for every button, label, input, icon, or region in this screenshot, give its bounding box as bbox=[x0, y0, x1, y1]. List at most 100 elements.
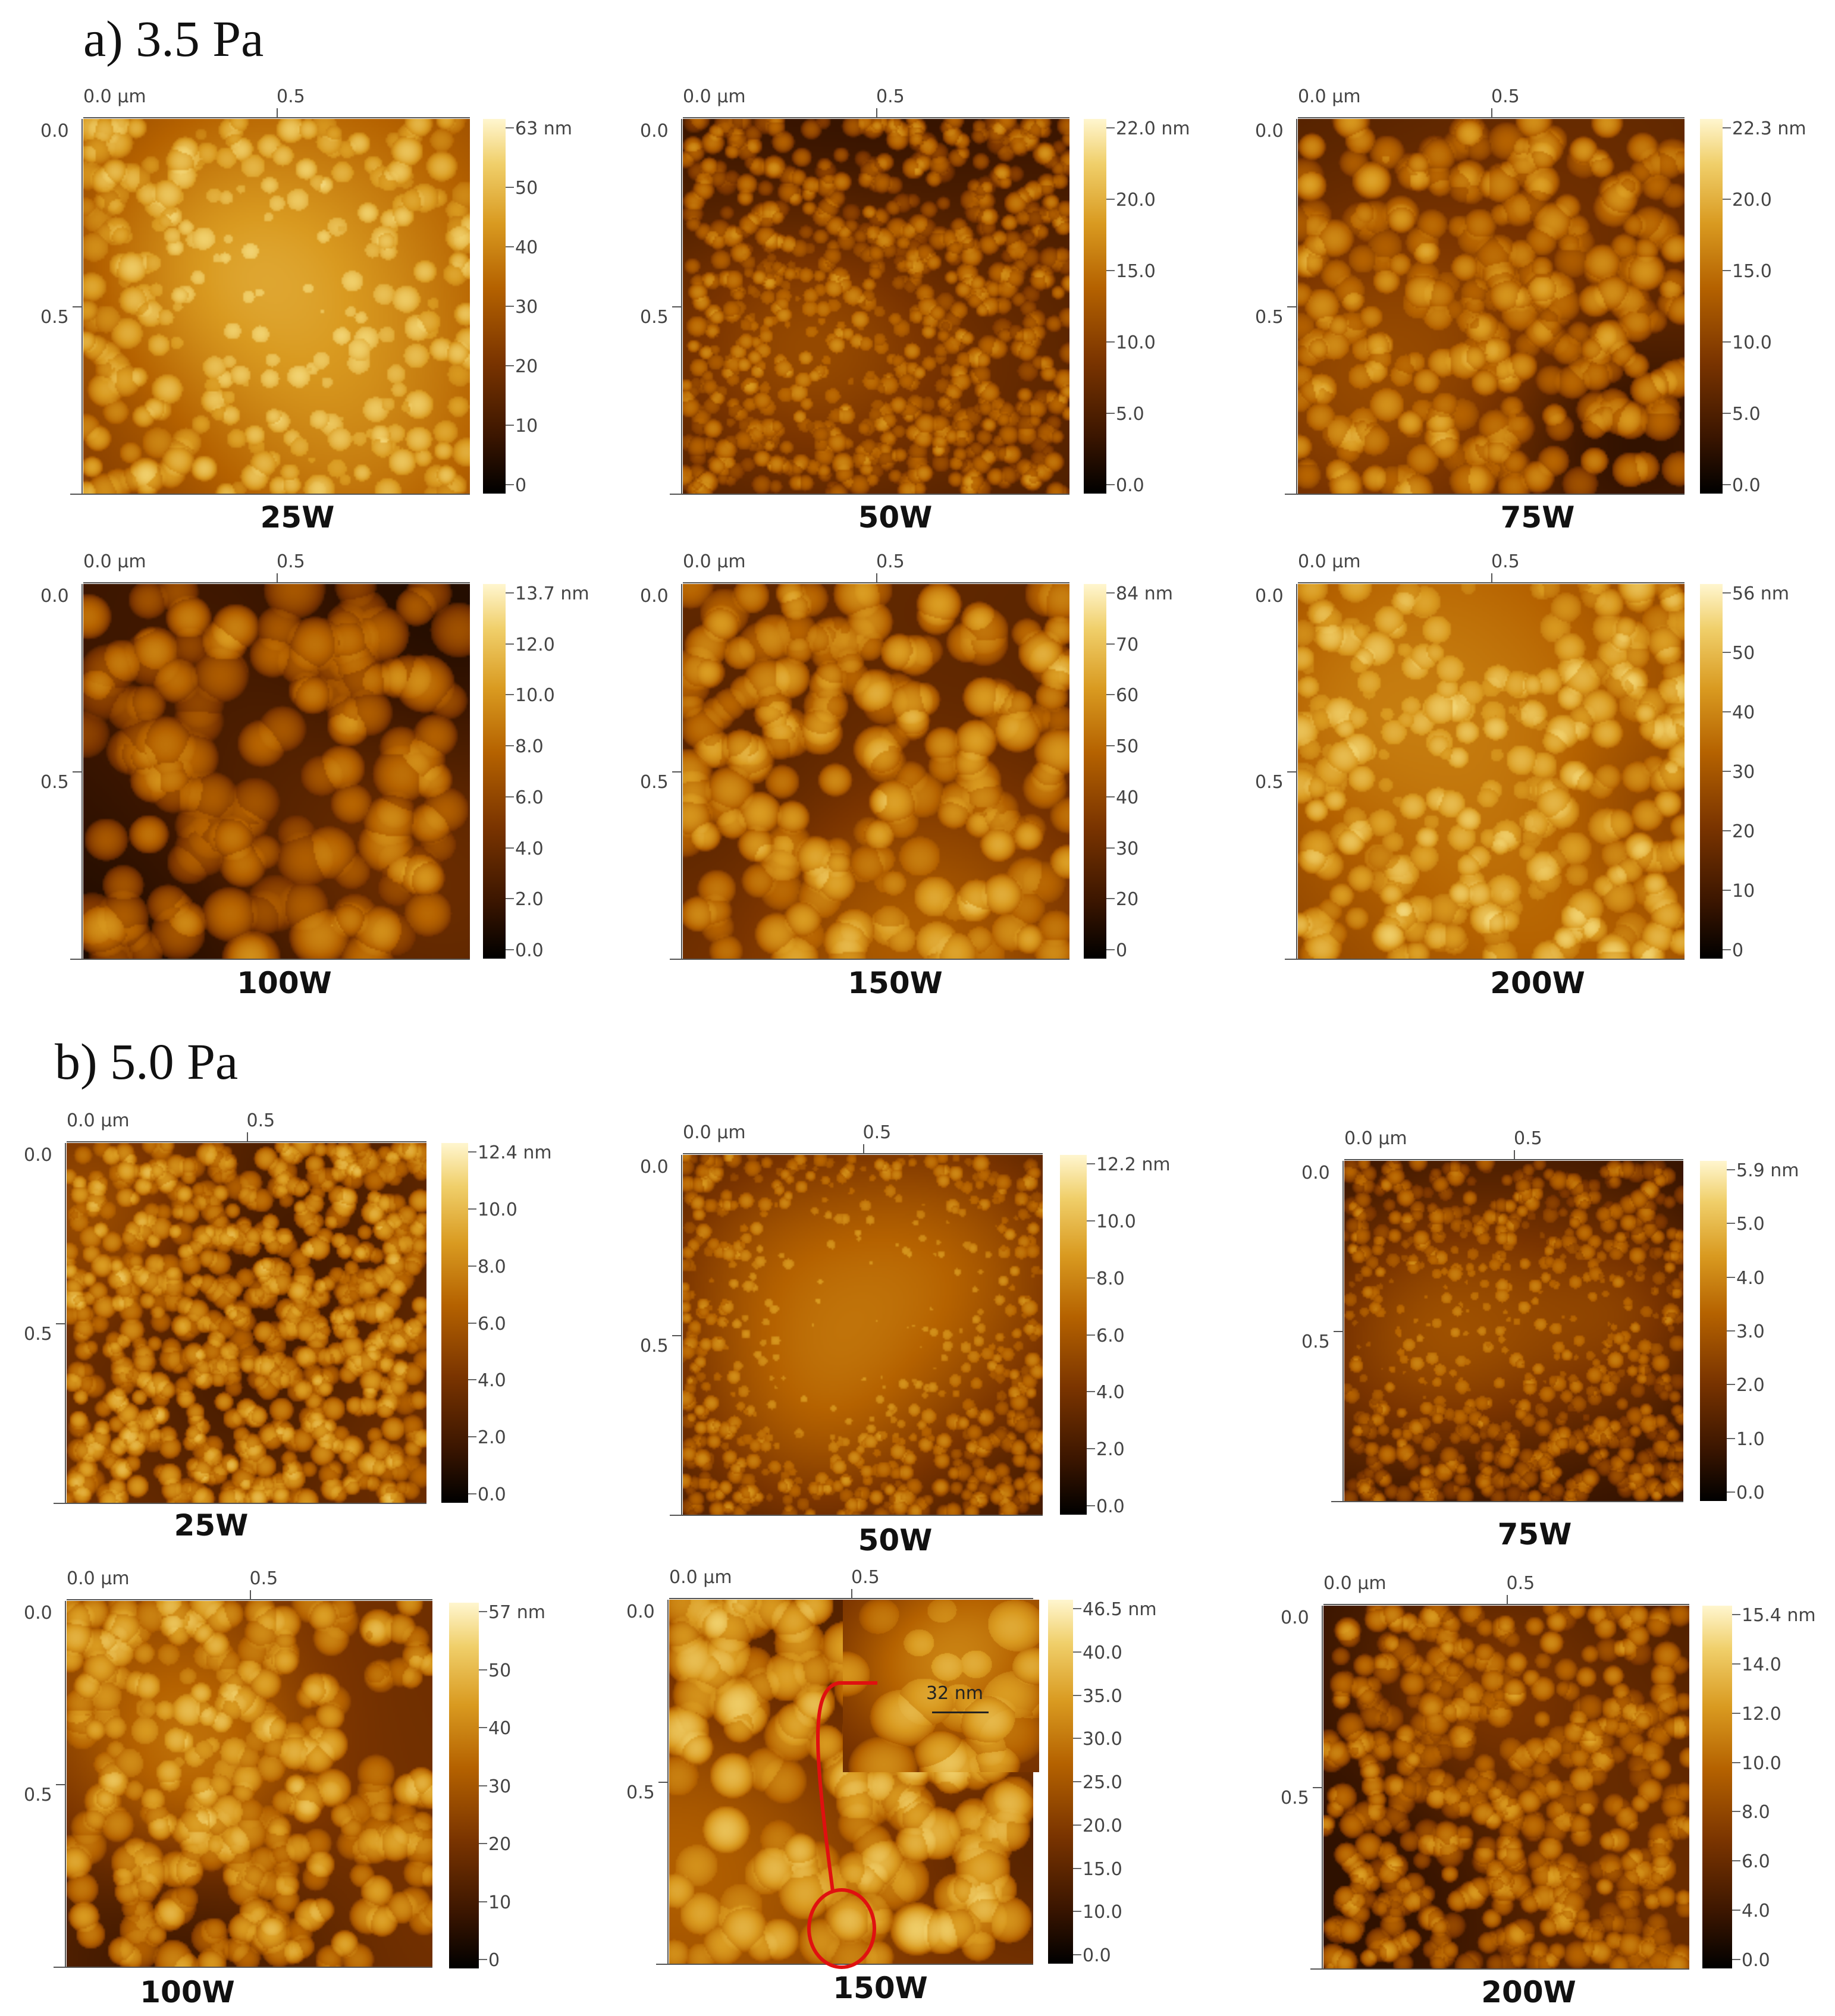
color-scale-tick bbox=[1087, 1391, 1095, 1393]
color-scale-tick bbox=[479, 1843, 487, 1844]
color-scale-bar bbox=[1702, 1606, 1732, 1968]
color-scale-tick bbox=[468, 1151, 476, 1153]
afm-texture bbox=[67, 1143, 426, 1503]
color-scale-label: 10.0 bbox=[1732, 332, 1772, 353]
color-scale-label: 4.0 bbox=[515, 838, 544, 859]
color-scale-bar bbox=[1700, 584, 1723, 959]
color-scale-tick bbox=[1106, 847, 1115, 849]
panel-caption: 50W bbox=[858, 1523, 933, 1557]
x-tick-label: 0.0 µm bbox=[83, 86, 146, 107]
color-scale-label: 10.0 bbox=[1096, 1211, 1136, 1232]
x-tick-label: 0.0 µm bbox=[67, 1110, 130, 1131]
color-scale-label: 30 bbox=[515, 297, 538, 318]
color-scale-tick bbox=[506, 949, 514, 950]
y-axis-line bbox=[1296, 119, 1297, 494]
color-scale-tick bbox=[506, 365, 514, 366]
x-axis-line bbox=[683, 582, 1069, 583]
color-scale-label: 50 bbox=[488, 1660, 512, 1681]
bottom-baseline bbox=[1285, 959, 1685, 960]
color-scale-tick bbox=[1727, 1437, 1735, 1439]
afm-texture bbox=[83, 584, 470, 959]
x-tick-mark bbox=[277, 573, 278, 583]
x-axis-line bbox=[67, 1599, 432, 1600]
y-tick-label: 0.5 bbox=[40, 772, 69, 793]
panel-caption: 150W bbox=[833, 1971, 928, 2005]
x-tick-mark bbox=[1506, 1595, 1508, 1604]
color-scale-tick bbox=[506, 425, 514, 426]
x-tick-label: 0.5 bbox=[1491, 551, 1520, 572]
x-tick-mark bbox=[1491, 573, 1492, 583]
section-a-title: a) 3.5 Pa bbox=[83, 10, 264, 67]
color-scale-tick bbox=[1723, 270, 1731, 271]
bottom-baseline bbox=[70, 494, 470, 495]
color-scale-label: 0 bbox=[488, 1950, 500, 1971]
x-tick-label: 0.5 bbox=[851, 1567, 880, 1588]
y-tick-label: 0.5 bbox=[640, 307, 669, 328]
color-scale-label: 10.0 bbox=[1116, 332, 1156, 353]
color-scale-tick bbox=[1106, 413, 1115, 414]
afm-texture bbox=[1298, 119, 1685, 494]
color-scale-label: 0.0 bbox=[1083, 1945, 1111, 1966]
x-tick-label: 0.0 µm bbox=[683, 86, 746, 107]
y-axis-line bbox=[1322, 1606, 1323, 1968]
y-axis-line bbox=[65, 1601, 66, 1967]
color-scale-label: 12.0 bbox=[1742, 1703, 1781, 1725]
color-scale-label: 0.0 bbox=[515, 940, 544, 961]
x-tick-label: 0.0 µm bbox=[683, 1122, 746, 1143]
color-scale-tick bbox=[1732, 1811, 1740, 1813]
color-scale-label: 5.9 nm bbox=[1736, 1160, 1799, 1181]
color-scale-tick bbox=[1732, 1959, 1740, 1960]
color-scale-tick bbox=[1723, 484, 1731, 485]
x-tick-label: 0.0 µm bbox=[1323, 1573, 1387, 1594]
color-scale-bar bbox=[483, 584, 506, 959]
color-scale-tick bbox=[1106, 341, 1115, 343]
color-scale-tick bbox=[506, 796, 514, 797]
color-scale-tick bbox=[1732, 1712, 1740, 1714]
afm-texture bbox=[83, 119, 470, 494]
color-scale-tick bbox=[1723, 592, 1731, 594]
color-scale-label: 15.4 nm bbox=[1742, 1605, 1816, 1626]
color-scale-bar bbox=[1700, 1161, 1727, 1501]
y-axis-line bbox=[1342, 1161, 1344, 1501]
color-scale-label: 30 bbox=[488, 1776, 512, 1797]
color-scale-label: 5.0 bbox=[1732, 404, 1761, 425]
y-tick-mark bbox=[1313, 1787, 1322, 1788]
color-scale-label: 0.0 bbox=[1096, 1496, 1125, 1517]
x-tick-mark bbox=[277, 108, 278, 118]
color-scale-label: 10.0 bbox=[478, 1199, 517, 1220]
y-axis-line bbox=[681, 584, 682, 959]
y-axis-line bbox=[667, 1600, 669, 1964]
color-scale-tick bbox=[1073, 1867, 1081, 1869]
x-tick-label: 0.5 bbox=[862, 1122, 892, 1143]
x-axis-line bbox=[1323, 1604, 1689, 1605]
y-tick-label: 0.0 bbox=[40, 586, 69, 607]
color-scale-tick bbox=[1723, 890, 1731, 891]
afm-height-map bbox=[683, 584, 1069, 959]
bottom-baseline bbox=[670, 494, 1069, 495]
color-scale-label: 20 bbox=[488, 1834, 512, 1855]
color-scale-label: 0 bbox=[1116, 940, 1128, 961]
color-scale-bar bbox=[1048, 1600, 1073, 1964]
y-tick-label: 0.5 bbox=[1255, 772, 1284, 793]
color-scale-label: 8.0 bbox=[1096, 1268, 1125, 1289]
color-scale-label: 40 bbox=[1116, 787, 1139, 808]
afm-height-map bbox=[1323, 1606, 1689, 1968]
color-scale-label: 40 bbox=[1732, 702, 1755, 723]
afm-texture bbox=[1298, 584, 1685, 959]
y-tick-label: 0.5 bbox=[40, 307, 69, 328]
y-tick-label: 0.0 bbox=[1301, 1163, 1330, 1183]
y-axis-line bbox=[81, 584, 83, 959]
color-scale-label: 40 bbox=[488, 1718, 512, 1739]
color-scale-bar bbox=[483, 119, 506, 494]
color-scale-tick bbox=[1732, 1614, 1740, 1615]
color-scale-tick bbox=[1727, 1276, 1735, 1278]
color-scale-tick bbox=[479, 1901, 487, 1902]
x-tick-mark bbox=[246, 1132, 248, 1142]
color-scale-tick bbox=[1106, 796, 1115, 797]
afm-texture bbox=[683, 1155, 1043, 1515]
x-tick-label: 0.0 µm bbox=[83, 551, 146, 572]
y-tick-label: 0.0 bbox=[40, 121, 69, 142]
x-tick-label: 0.5 bbox=[1491, 86, 1520, 107]
color-scale-label: 10 bbox=[488, 1892, 512, 1913]
color-scale-tick bbox=[479, 1669, 487, 1670]
